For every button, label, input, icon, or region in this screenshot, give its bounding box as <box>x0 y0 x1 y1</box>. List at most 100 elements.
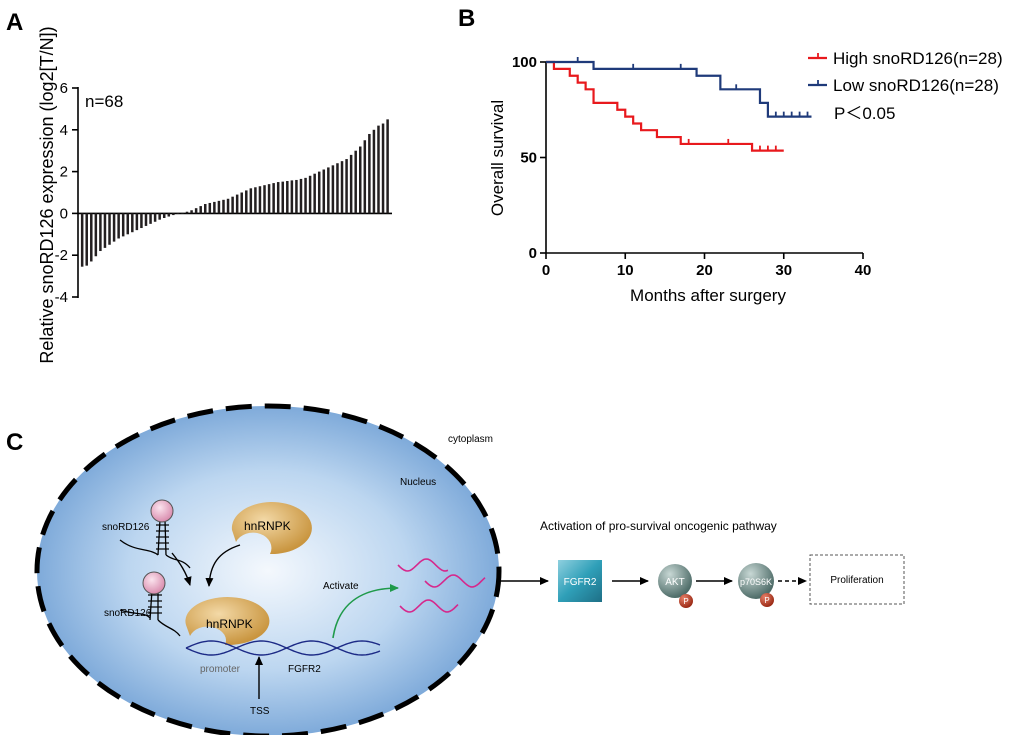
bar <box>185 211 189 214</box>
bar <box>199 206 202 214</box>
bar <box>372 129 376 214</box>
panel-a-y-tick-label: 6 <box>60 80 68 97</box>
bar <box>181 212 184 214</box>
fgfr2-dna-helix <box>185 640 381 656</box>
bar <box>103 213 107 248</box>
bar <box>258 186 262 214</box>
cell-membrane <box>34 403 502 735</box>
km-curve-low <box>546 60 812 118</box>
hnrnpk-free-label: hnRNPK <box>244 519 291 533</box>
bar <box>222 199 225 214</box>
bar <box>208 202 212 214</box>
mrna-wave <box>424 574 486 588</box>
tss-label: TSS <box>250 706 270 717</box>
panel-b-y-tick-label: 50 <box>520 150 537 167</box>
bar <box>359 146 362 214</box>
panel-a: A n=68 Relative snoRD126 expression (log… <box>6 9 392 364</box>
panel-b-x-tick-label: 40 <box>855 262 872 279</box>
panel-b-x-tick-label: 30 <box>775 262 792 279</box>
bar <box>281 181 285 214</box>
bar <box>121 213 125 237</box>
panel-b-y-tick-label: 0 <box>529 245 537 262</box>
p70s6k-phospho-label: P <box>764 596 769 605</box>
arrow-snord126-to-complex <box>171 552 192 586</box>
p-value-annotation: P＜0.05 <box>834 104 895 123</box>
panel-b-x-tick-label: 0 <box>542 262 550 279</box>
bar <box>140 213 143 229</box>
bar <box>226 198 230 214</box>
bar <box>85 213 88 266</box>
bar <box>80 213 84 267</box>
panel-a-y-tick-label: 0 <box>60 205 68 222</box>
bar <box>336 163 339 214</box>
bar <box>368 133 371 214</box>
mrna-wave <box>399 599 459 613</box>
activate-arrow <box>332 584 399 639</box>
bar <box>267 184 271 214</box>
bar <box>299 178 303 214</box>
bar <box>90 213 93 262</box>
snord126-hairpin-1 <box>119 499 191 569</box>
bar <box>340 161 344 214</box>
hnrnpk-bound-label: hnRNPK <box>206 617 253 631</box>
bar <box>240 192 243 214</box>
panel-b-x-axis-title: Months after surgery <box>630 286 786 305</box>
fgfr2-mrna-transcripts <box>397 558 486 613</box>
bar <box>162 213 166 218</box>
bar <box>354 150 357 214</box>
bar <box>381 123 385 214</box>
bar <box>117 213 120 239</box>
fgfr2-gene-label: FGFR2 <box>288 664 321 675</box>
pathway-title: Activation of pro-survival oncogenic pat… <box>540 519 777 533</box>
bar <box>94 213 98 257</box>
bar <box>172 213 175 216</box>
bar <box>126 213 130 235</box>
fgfr2-receptor-box <box>558 560 602 602</box>
snord126-hairpin-2 <box>119 571 181 637</box>
bar <box>377 125 380 214</box>
bar <box>99 213 102 252</box>
bar <box>245 190 248 214</box>
bar <box>235 194 239 214</box>
bar <box>167 213 171 217</box>
nucleus-label: Nucleus <box>400 477 436 488</box>
bar <box>131 213 134 233</box>
km-curve-high <box>546 60 784 152</box>
panel-b-x-tick-label: 10 <box>617 262 634 279</box>
cytoplasm-label: cytoplasm <box>448 434 493 445</box>
bar <box>295 179 298 214</box>
bar <box>304 177 307 214</box>
panel-b-label: B <box>458 5 475 32</box>
bar <box>345 159 348 214</box>
bar <box>213 201 216 214</box>
bar <box>249 188 253 214</box>
bar <box>317 171 321 214</box>
nucleus <box>37 406 499 735</box>
proliferation-label: Proliferation <box>830 575 883 586</box>
bar <box>190 210 193 214</box>
bar <box>386 119 389 214</box>
p70s6k-kinase <box>738 563 774 599</box>
bar <box>217 200 221 214</box>
bar <box>176 213 180 215</box>
bar <box>263 185 266 214</box>
activate-label: Activate <box>323 581 359 592</box>
hnrnpk-bound <box>185 597 270 646</box>
panel-a-y-tick-label: -4 <box>55 289 68 306</box>
promoter-label: promoter <box>200 664 241 675</box>
snord126-label-2: snoRD126 <box>104 608 152 619</box>
bar <box>276 182 280 214</box>
bar <box>204 203 207 214</box>
bar <box>349 154 353 214</box>
panel-b: B Overall survival Months after surgery … <box>458 5 1003 305</box>
sample-count-annotation: n=68 <box>85 92 123 111</box>
panel-a-y-axis-title: Relative snoRD126 expression (log2[T/N]) <box>37 26 57 363</box>
mrna-wave <box>397 558 449 572</box>
bar <box>144 213 148 226</box>
panel-b-x-tick-label: 20 <box>696 262 713 279</box>
bar <box>135 213 139 231</box>
bar <box>313 173 316 214</box>
bar <box>158 213 161 220</box>
bar <box>254 187 257 214</box>
